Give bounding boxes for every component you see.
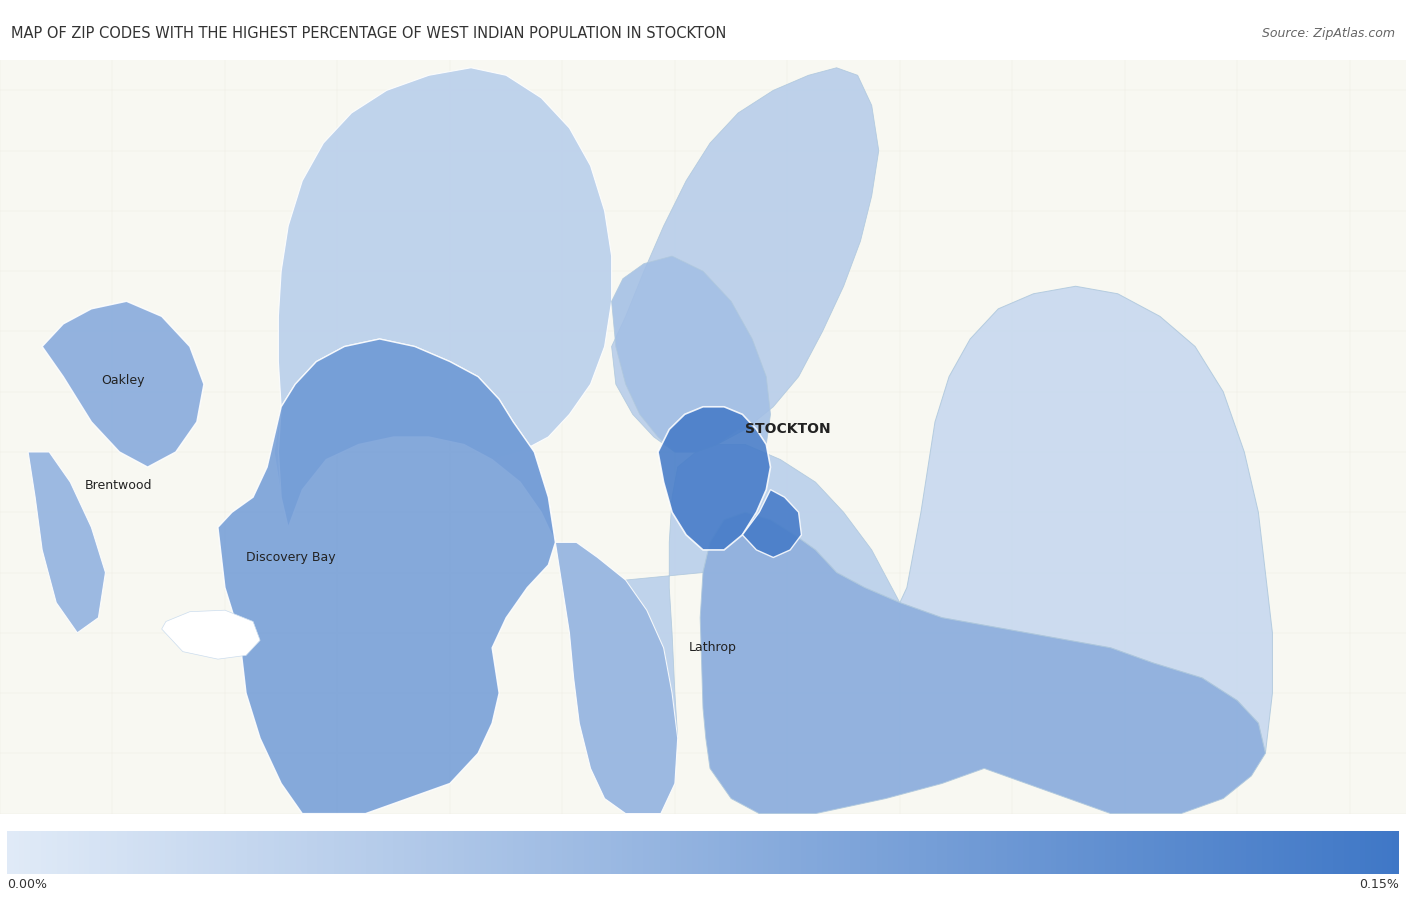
Polygon shape (700, 512, 1265, 814)
Text: Oakley: Oakley (101, 374, 145, 387)
Polygon shape (612, 256, 770, 452)
Text: Brentwood: Brentwood (84, 479, 152, 493)
Polygon shape (28, 452, 105, 633)
Polygon shape (900, 286, 1272, 753)
Polygon shape (658, 406, 770, 550)
Text: Discovery Bay: Discovery Bay (246, 551, 336, 564)
Polygon shape (162, 610, 260, 659)
Polygon shape (626, 444, 900, 738)
Text: MAP OF ZIP CODES WITH THE HIGHEST PERCENTAGE OF WEST INDIAN POPULATION IN STOCKT: MAP OF ZIP CODES WITH THE HIGHEST PERCEN… (11, 26, 727, 40)
Text: STOCKTON: STOCKTON (745, 423, 831, 436)
Text: 0.15%: 0.15% (1360, 878, 1399, 891)
Polygon shape (555, 542, 678, 814)
Text: Source: ZipAtlas.com: Source: ZipAtlas.com (1261, 27, 1395, 40)
Text: 0.00%: 0.00% (7, 878, 46, 891)
Polygon shape (274, 67, 612, 528)
Polygon shape (278, 339, 555, 542)
Polygon shape (42, 301, 204, 467)
Polygon shape (612, 67, 879, 452)
Polygon shape (742, 490, 801, 557)
Text: Lathrop: Lathrop (689, 641, 737, 654)
Polygon shape (218, 339, 555, 814)
